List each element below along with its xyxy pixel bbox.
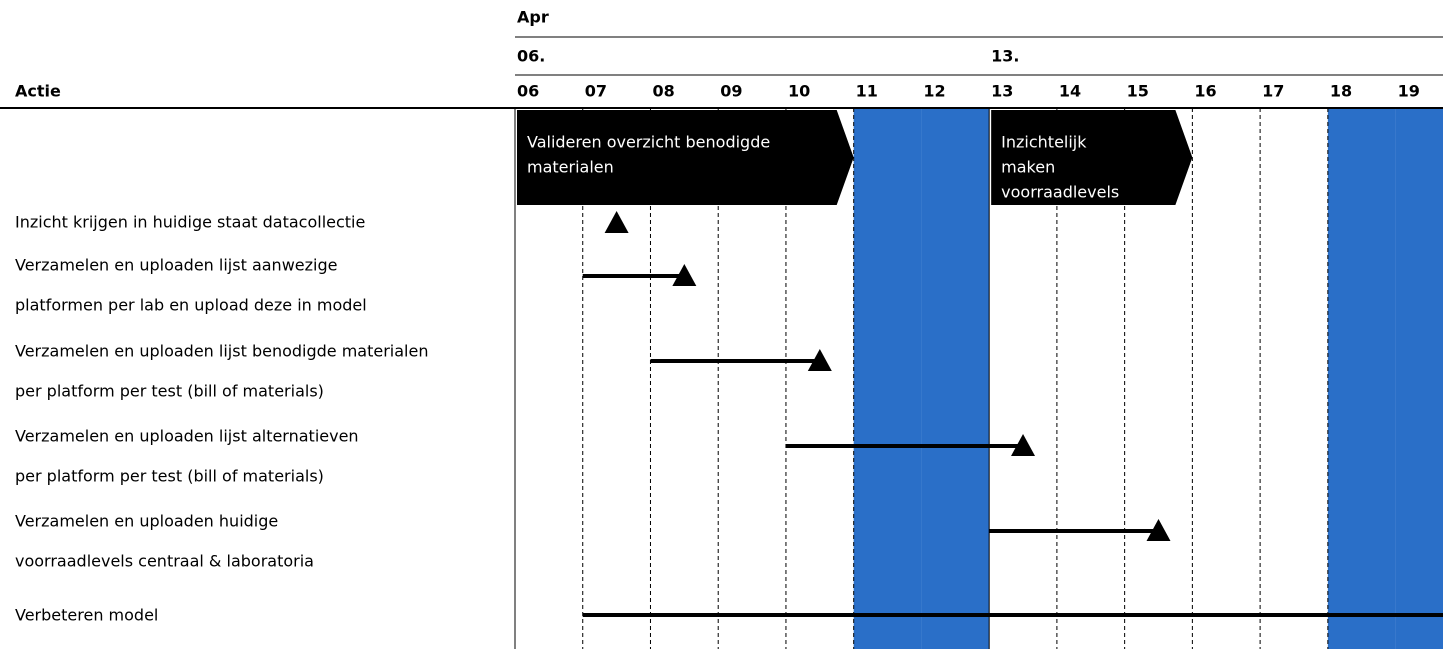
phase-label: voorraadlevels: [1001, 183, 1119, 202]
weekend-band: [1327, 108, 1396, 649]
day-label: 19: [1398, 82, 1420, 101]
milestone: [672, 264, 697, 286]
milestone: [807, 349, 832, 371]
phase-label: Inzichtelijk: [1001, 133, 1087, 152]
task-label: Verzamelen en uploaden lijst benodigde m…: [15, 342, 428, 361]
phase-arrow: [991, 110, 1193, 205]
task-label: Verbeteren model: [15, 606, 158, 625]
weekend-band: [921, 108, 990, 649]
task-label: Verzamelen en uploaden huidige: [15, 512, 278, 531]
phase-label: materialen: [527, 158, 614, 177]
month-label: Apr: [517, 8, 549, 27]
day-label: 11: [856, 82, 878, 101]
task-label: voorraadlevels centraal & laboratoria: [15, 552, 314, 571]
day-label: 18: [1330, 82, 1352, 101]
day-label: 10: [788, 82, 810, 101]
day-label: 16: [1194, 82, 1216, 101]
day-label: 15: [1127, 82, 1149, 101]
task-label: platformen per lab en upload deze in mod…: [15, 296, 367, 315]
task-label: Verzamelen en uploaden lijst aanwezige: [15, 256, 337, 275]
task-label: per platform per test (bill of materials…: [15, 382, 324, 401]
milestone: [1146, 519, 1171, 541]
task-label: per platform per test (bill of materials…: [15, 467, 324, 486]
day-label: 12: [923, 82, 945, 101]
day-label: 09: [720, 82, 742, 101]
weekend-band: [853, 108, 922, 649]
week-label: 13.: [991, 47, 1019, 66]
milestone: [1011, 434, 1036, 456]
phase-label: Valideren overzicht benodigde: [527, 133, 770, 152]
task-label: Verzamelen en uploaden lijst alternatiev…: [15, 427, 359, 446]
day-label: 17: [1262, 82, 1284, 101]
phase-arrow: [517, 110, 854, 205]
day-label: 07: [585, 82, 607, 101]
axis-title: Actie: [15, 82, 61, 101]
day-label: 14: [1059, 82, 1081, 101]
weekend-band: [1395, 108, 1443, 649]
day-label: 08: [652, 82, 674, 101]
day-label: 13: [991, 82, 1013, 101]
day-label: 06: [517, 82, 539, 101]
milestone: [604, 211, 629, 233]
week-label: 06.: [517, 47, 545, 66]
task-label: Inzicht krijgen in huidige staat datacol…: [15, 213, 365, 232]
phase-label: maken: [1001, 158, 1055, 177]
